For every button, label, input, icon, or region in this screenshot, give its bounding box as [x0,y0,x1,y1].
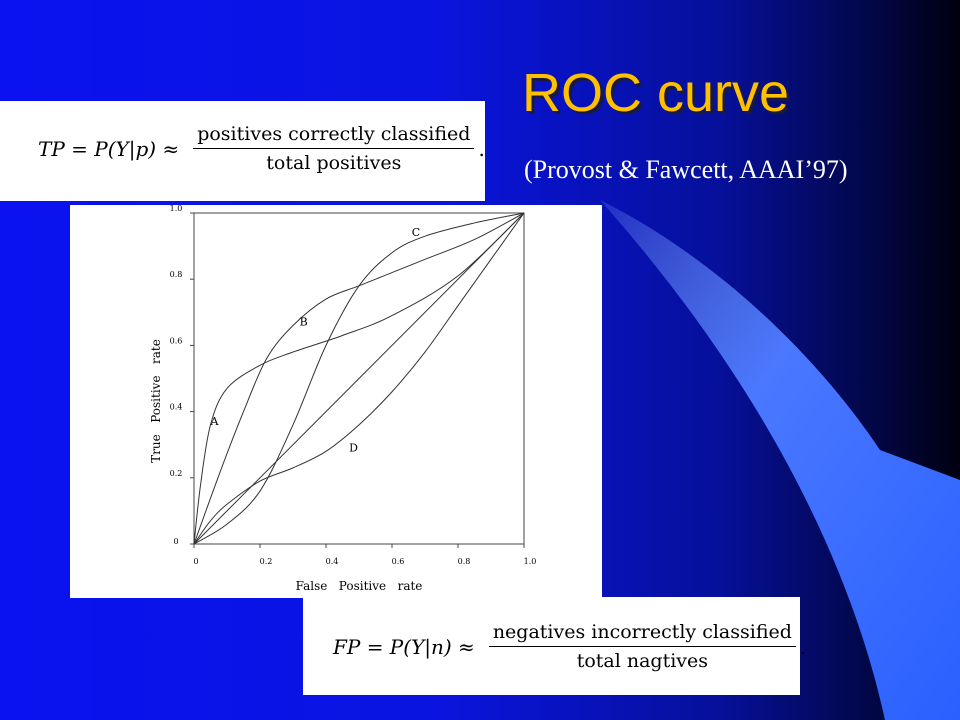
tp-formula: TP = P(Y|p) ≈ positives correctly classi… [0,101,485,201]
fp-formula-lhs: FP = P(Y|n) ≈ [333,634,475,659]
roc-curve-d [193,212,525,545]
tp-numerator: positives correctly classified [193,123,475,149]
y-tick-label: 1.0 [170,205,183,213]
x-tick-label: 0.6 [392,557,405,566]
x-tick-label: 0 [193,557,198,566]
x-tick-label: 1.0 [524,557,537,566]
fp-terminator: . [799,634,807,659]
tp-denominator: total positives [266,152,402,174]
tp-formula-lhs: TP = P(Y|p) ≈ [38,136,180,161]
fp-numerator: negatives incorrectly classified [488,621,796,647]
roc-diagonal [193,212,525,545]
roc-chart: 0 0.2 0.4 0.6 0.8 1.0 0 0.2 0.4 0.6 0.8 1.0 A B C D Fa… [149,204,537,593]
curve-label-b: B [300,316,308,329]
tp-terminator: . [478,136,485,161]
x-tick-label: 0.8 [458,557,471,566]
x-tick-label: 0.2 [260,557,273,566]
roc-curve-a [193,212,525,545]
y-axis-label: True Positive rate [149,339,163,463]
roc-curve-c [193,212,525,545]
x-axis-label: False Positive rate [296,579,423,593]
slide-title: ROC curve [522,63,790,123]
plot-frame [193,212,525,545]
curve-label-c: C [412,226,420,239]
y-tick-label: 0.4 [170,403,183,412]
fp-formula: FP = P(Y|n) ≈ negatives incorrectly clas… [303,597,806,695]
x-tick-label: 0.4 [326,557,339,566]
roc-curve-b [193,212,525,545]
y-tick-label: 0.8 [170,270,183,279]
tp-fraction: positives correctly classified total pos… [193,123,475,174]
fp-fraction: negatives incorrectly classified total n… [488,621,796,672]
y-tick-label: 0 [173,537,178,546]
curve-label-a: A [210,415,220,428]
slide-subtitle: (Provost & Fawcett, AAAI’97) [524,155,848,184]
roc-chart-panel: 0 0.2 0.4 0.6 0.8 1.0 0 0.2 0.4 0.6 0.8 1.0 A B C D Fa… [70,204,602,598]
fp-denominator: total nagtives [576,650,709,672]
curve-label-d: D [349,441,358,454]
y-tick-label: 0.6 [170,336,183,345]
y-tick-label: 0.2 [170,469,183,478]
